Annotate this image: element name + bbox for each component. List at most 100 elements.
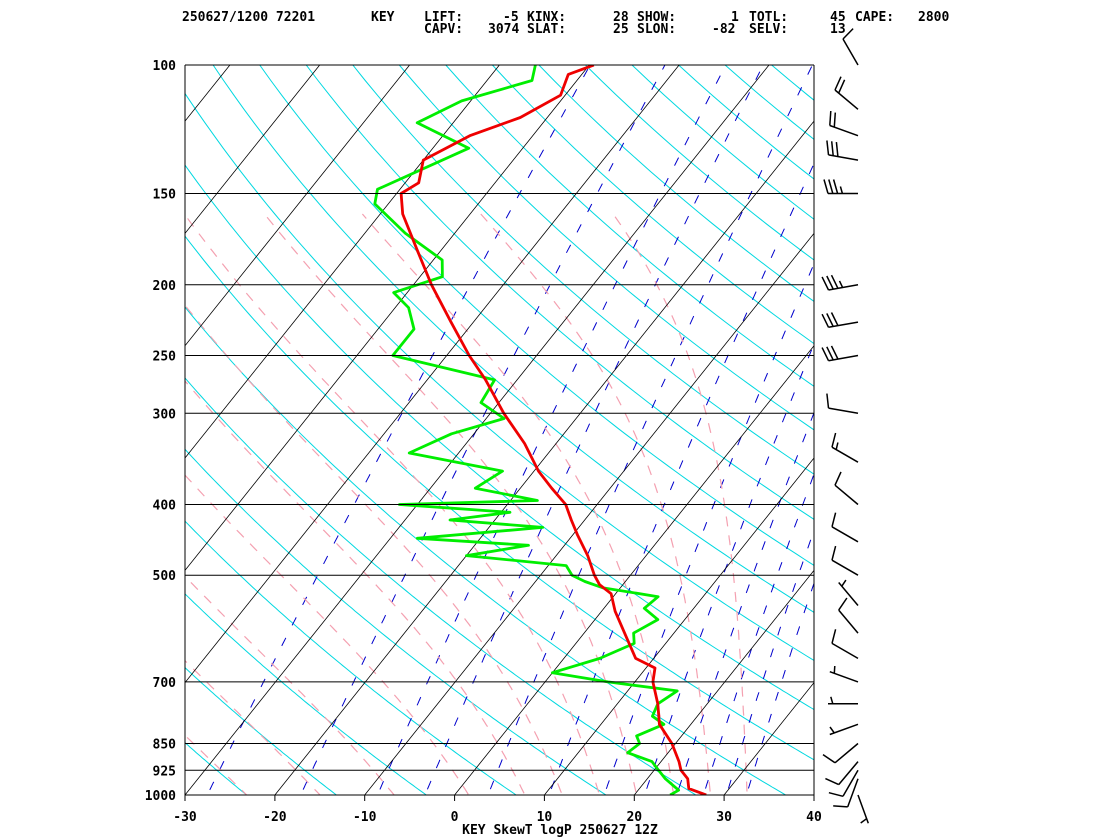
wind-barb xyxy=(857,794,870,824)
wind-barb-full xyxy=(835,142,839,157)
footer-title: KEY SkewT logP 250627 12Z xyxy=(462,823,658,838)
wind-barb-staff xyxy=(828,407,859,415)
dewpoint-profile-line xyxy=(373,65,680,795)
wind-barb-half xyxy=(830,696,834,705)
wind-barb-staff xyxy=(842,769,859,797)
temperature-tick-label: -20 xyxy=(263,810,287,825)
grid-layer xyxy=(185,65,814,795)
wind-barb-staff xyxy=(828,284,859,291)
wind-barb-full xyxy=(826,393,830,409)
temperature-profile-line xyxy=(399,65,707,795)
isotherm-line xyxy=(544,457,814,795)
dry-adiabat-line xyxy=(770,65,814,101)
moist-adiabat-line xyxy=(264,213,638,795)
dry-adiabat-line xyxy=(185,306,787,795)
dry-adiabat-line xyxy=(724,65,814,140)
wind-barb-full xyxy=(833,805,848,808)
wind-barb-full xyxy=(828,791,844,798)
temperature-tick-label: 0 xyxy=(451,810,459,825)
header-block: 250627/1200 72201 KEY LIFT: -5 KINX: 28 … xyxy=(0,0,1120,40)
wind-barb-half xyxy=(839,186,844,194)
mixing-ratio-line xyxy=(702,472,814,795)
dry-adiabat-line xyxy=(185,448,607,795)
totl-value: 45 xyxy=(830,10,846,25)
wind-barb xyxy=(826,393,859,415)
isotherm-line xyxy=(185,65,770,795)
mixing-ratio-line xyxy=(424,65,764,795)
mixing-ratio-line xyxy=(676,411,814,795)
wind-barb-staff xyxy=(838,761,859,786)
wind-barb xyxy=(826,140,859,161)
pressure-tick-label: 400 xyxy=(153,499,177,514)
wind-barb-staff xyxy=(831,526,859,543)
wind-barb-full xyxy=(826,313,834,327)
wind-barb-full xyxy=(830,141,834,156)
wind-barb-full xyxy=(825,777,840,786)
isotherm-line xyxy=(185,65,590,572)
mixing-ratio-line xyxy=(487,65,813,795)
wind-barb-staff xyxy=(834,742,859,764)
profile-layer xyxy=(373,65,707,795)
wind-barb-half xyxy=(829,726,835,734)
selv-label: SELV: xyxy=(749,22,789,37)
slon-label: SLON: xyxy=(637,22,677,37)
wind-barb-full xyxy=(831,545,837,561)
dry-adiabat-line xyxy=(185,377,697,795)
wind-barb-staff xyxy=(838,582,859,606)
wind-barb-staff xyxy=(857,794,870,824)
dry-adiabat-line xyxy=(491,65,814,345)
wind-barb-full xyxy=(823,179,829,194)
dry-adiabat-line xyxy=(212,65,814,613)
wind-barb-staff xyxy=(831,446,859,463)
wind-barb-half xyxy=(838,280,844,288)
pressure-tick-label: 200 xyxy=(153,279,177,294)
isotherm-line xyxy=(454,345,814,795)
dry-adiabat-line xyxy=(185,593,428,795)
pressure-tick-label: 500 xyxy=(153,569,177,584)
pressure-tick-label: 300 xyxy=(153,407,177,422)
wind-barb-full xyxy=(842,28,854,40)
dry-adiabat-line xyxy=(185,666,338,795)
wind-barb-staff xyxy=(846,778,859,808)
moist-adiabat-line xyxy=(185,474,470,795)
lift-value: -5 xyxy=(503,10,519,25)
wind-barb-half xyxy=(860,818,868,824)
wind-barb-full xyxy=(828,179,834,194)
wind-barb-staff xyxy=(838,609,859,634)
mixing-ratio-line xyxy=(300,65,666,795)
wind-barb-full xyxy=(826,275,834,290)
dry-adiabat-line xyxy=(538,65,814,303)
header-station: KEY xyxy=(371,10,395,25)
slon-value: -82 xyxy=(712,22,736,37)
isotherm-line xyxy=(185,65,500,459)
wind-barb-full xyxy=(830,345,839,360)
moist-adiabat-line xyxy=(185,659,321,795)
wind-barb-full xyxy=(830,312,839,326)
moist-adiabat-line xyxy=(185,734,248,795)
dry-adiabat-line xyxy=(185,520,517,795)
wind-barb xyxy=(834,76,859,110)
pressure-tick-label: 100 xyxy=(153,59,177,74)
wind-barb-full xyxy=(830,274,839,289)
wind-barb xyxy=(842,28,859,66)
wind-barb xyxy=(831,512,859,543)
show-label: SHOW: xyxy=(637,10,677,25)
dry-adiabat-line xyxy=(677,65,814,180)
wind-barb xyxy=(833,778,859,808)
dry-adiabat-line xyxy=(185,164,814,711)
wind-barb xyxy=(831,545,859,576)
moist-adiabat-line xyxy=(361,213,675,795)
wind-barb-full xyxy=(833,112,837,128)
wind-barb-full xyxy=(829,110,832,126)
isotherm-line xyxy=(185,65,231,122)
moist-adiabat-line xyxy=(185,213,601,795)
temperature-tick-label: 10 xyxy=(537,810,553,825)
slat-value: 25 xyxy=(613,22,629,37)
mixing-ratio-line xyxy=(745,581,814,795)
moist-adiabat-line xyxy=(185,575,395,795)
wind-barb xyxy=(821,345,859,362)
wind-barb-full xyxy=(834,76,842,91)
wind-barb-full xyxy=(831,629,837,644)
